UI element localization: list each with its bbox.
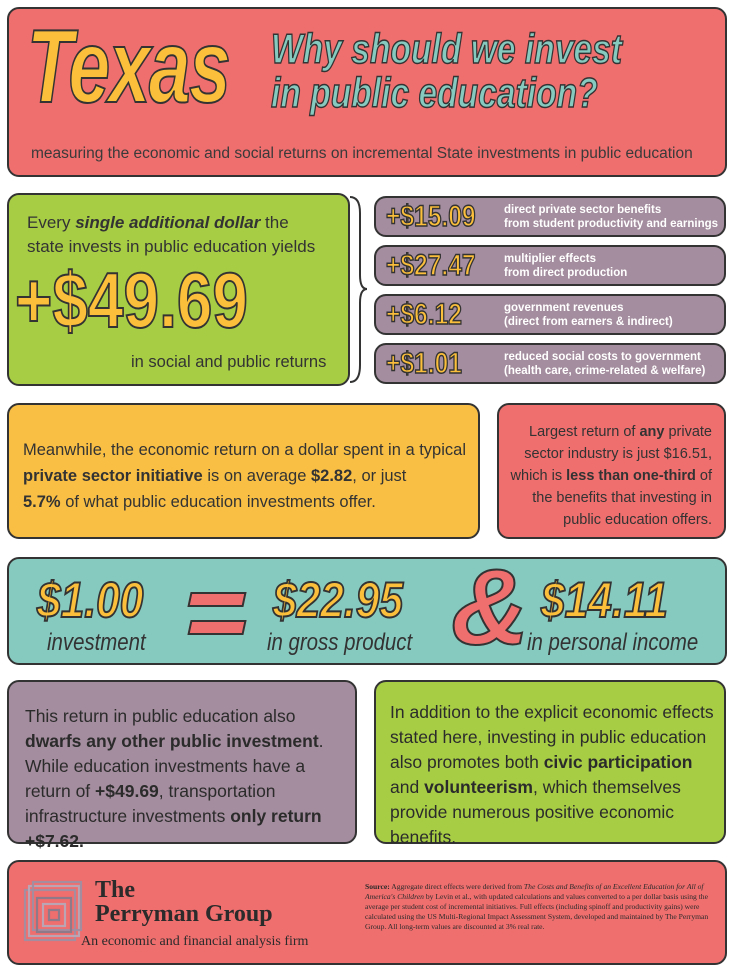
total-return-caption: in social and public returns [131, 353, 327, 371]
brace-icon [349, 196, 368, 383]
headline-question: Why should we invest in public education… [270, 25, 631, 116]
source-citation: The Costs and Benefits of an Excellent E… [365, 882, 704, 901]
source-note: Source: Aggregate direct effects were de… [365, 882, 717, 932]
dwarfs-bold-1: dwarfs any other public investment [25, 731, 319, 751]
civic-text-3: , which themselves provide numerous posi… [390, 777, 681, 847]
largest-bold-2: less than one-third [566, 468, 696, 484]
breakdown-item: +$15.09 direct private sector benefits f… [374, 196, 726, 237]
comparison-text-4: of what public education investments off… [60, 493, 376, 511]
investment-label: investment [47, 629, 146, 656]
source-text-2: by Levin et al., with updated calculatio… [365, 892, 709, 931]
largest-return-panel: Largest return of any private sector ind… [497, 403, 726, 539]
largest-return-text: Largest return of any private sector ind… [502, 421, 712, 531]
civic-benefits-panel: In addition to the explicit economic eff… [374, 680, 726, 847]
breakdown-description: multiplier effects from direct productio… [504, 252, 627, 280]
ampersand-icon: & [450, 546, 530, 667]
breakdown-amount: +$15.09 [385, 199, 476, 234]
investment-value: $1.00 [36, 572, 144, 628]
source-text-1: Aggregate direct effects were derived fr… [389, 882, 524, 891]
brand-line-2: Perryman Group [95, 901, 273, 927]
intro-emphasis: single additional dollar [75, 213, 261, 232]
personal-income-value: $14.11 [540, 572, 669, 628]
dwarfs-bold-2: +$49.69 [95, 781, 159, 801]
breakdown-item: +$1.01 reduced social costs to governmen… [374, 343, 726, 384]
breakdown-description: direct private sector benefits from stud… [504, 203, 718, 231]
comparison-text: Meanwhile, the economic return on a doll… [23, 437, 473, 515]
state-title: Texas [26, 9, 231, 125]
headline-line-2: in public education? [270, 69, 598, 116]
breakdown-amount: +$6.12 [385, 297, 462, 332]
intro-text-end: the [260, 213, 289, 232]
breakdown-item: +$6.12 government revenues (direct from … [374, 294, 726, 335]
breakdown-description: government revenues (direct from earners… [504, 301, 673, 329]
breakdown-amount: +$27.47 [385, 248, 476, 283]
breakdown-line-1: government revenues [504, 302, 624, 314]
civic-text-1: In addition to the explicit economic eff… [390, 702, 714, 772]
equation-panel: $1.00 investment $22.95 in gross product… [7, 552, 727, 665]
total-return-intro: Every single additional dollar the state… [27, 211, 315, 259]
headline-line-1: Why should we invest [270, 25, 622, 72]
brand-line-1: The [95, 877, 136, 903]
dwarfs-text-2: . While education investments have a ret… [25, 731, 324, 801]
comparison-bold-3: 5.7% [23, 493, 61, 511]
civic-bold-2: volunteerism [424, 777, 533, 797]
dwarfs-text-1: This return in public education also [25, 706, 296, 726]
breakdown-line-2: (direct from earners & indirect) [504, 316, 673, 328]
breakdown-line-1: reduced social costs to government [504, 351, 701, 363]
public-investment-text: This return in public education also dwa… [25, 704, 350, 854]
civic-benefits-text: In addition to the explicit economic eff… [390, 700, 720, 850]
equals-icon [187, 592, 247, 636]
source-label: Source: [365, 882, 390, 891]
public-investment-comparison: This return in public education also dwa… [7, 680, 357, 851]
personal-income-label: in personal income [527, 629, 699, 656]
comparison-text-1: Meanwhile, the economic return on a doll… [23, 441, 466, 459]
gross-product-label: in gross product [267, 629, 413, 656]
dwarfs-bold-3: only return +$7.62. [25, 806, 322, 851]
total-return-panel: Every single additional dollar the state… [7, 193, 350, 386]
largest-text-2: private sector industry is just $16.51, … [510, 424, 712, 484]
breakdown-description: reduced social costs to government (heal… [504, 350, 705, 378]
brand-tagline: An economic and financial analysis firm [81, 934, 309, 949]
largest-text-1: Largest return of [529, 424, 640, 440]
header-banner: Texas Why should we invest in public edu… [7, 7, 727, 177]
private-sector-comparison: Meanwhile, the economic return on a doll… [7, 403, 480, 539]
civic-bold-1: civic participation [543, 752, 693, 772]
comparison-text-2: is on average [202, 467, 311, 485]
intro-text: Every [27, 213, 76, 232]
total-return-value: +$49.69 [14, 256, 249, 344]
dwarfs-text-3: , transportation infrastructure investme… [25, 781, 276, 826]
breakdown-item: +$27.47 multiplier effects from direct p… [374, 245, 726, 286]
breakdown-line-2: (health care, crime-related & welfare) [504, 365, 706, 377]
comparison-bold-1: private sector initiative [23, 467, 203, 485]
breakdown-line-2: from direct production [504, 267, 628, 279]
comparison-bold-2: $2.82 [310, 467, 353, 485]
footer: The Perryman Group An economic and finan… [7, 860, 727, 965]
comparison-text-3: , or just [352, 467, 407, 485]
brand-name: The Perryman Group [95, 878, 273, 926]
civic-text-2: and [390, 777, 425, 797]
largest-bold-1: any [639, 424, 665, 440]
breakdown-line-1: direct private sector benefits [504, 204, 662, 216]
subtitle: measuring the economic and social return… [31, 145, 693, 162]
breakdown-amount: +$1.01 [385, 346, 462, 381]
breakdown-line-2: from student productivity and earnings [504, 218, 719, 230]
largest-text-3: of the benefits that investing in public… [532, 468, 712, 528]
intro-line-2: state invests in public education yields [27, 237, 316, 256]
gross-product-value: $22.95 [272, 572, 404, 628]
perryman-logo-icon [23, 880, 83, 942]
breakdown-line-1: multiplier effects [504, 253, 597, 265]
